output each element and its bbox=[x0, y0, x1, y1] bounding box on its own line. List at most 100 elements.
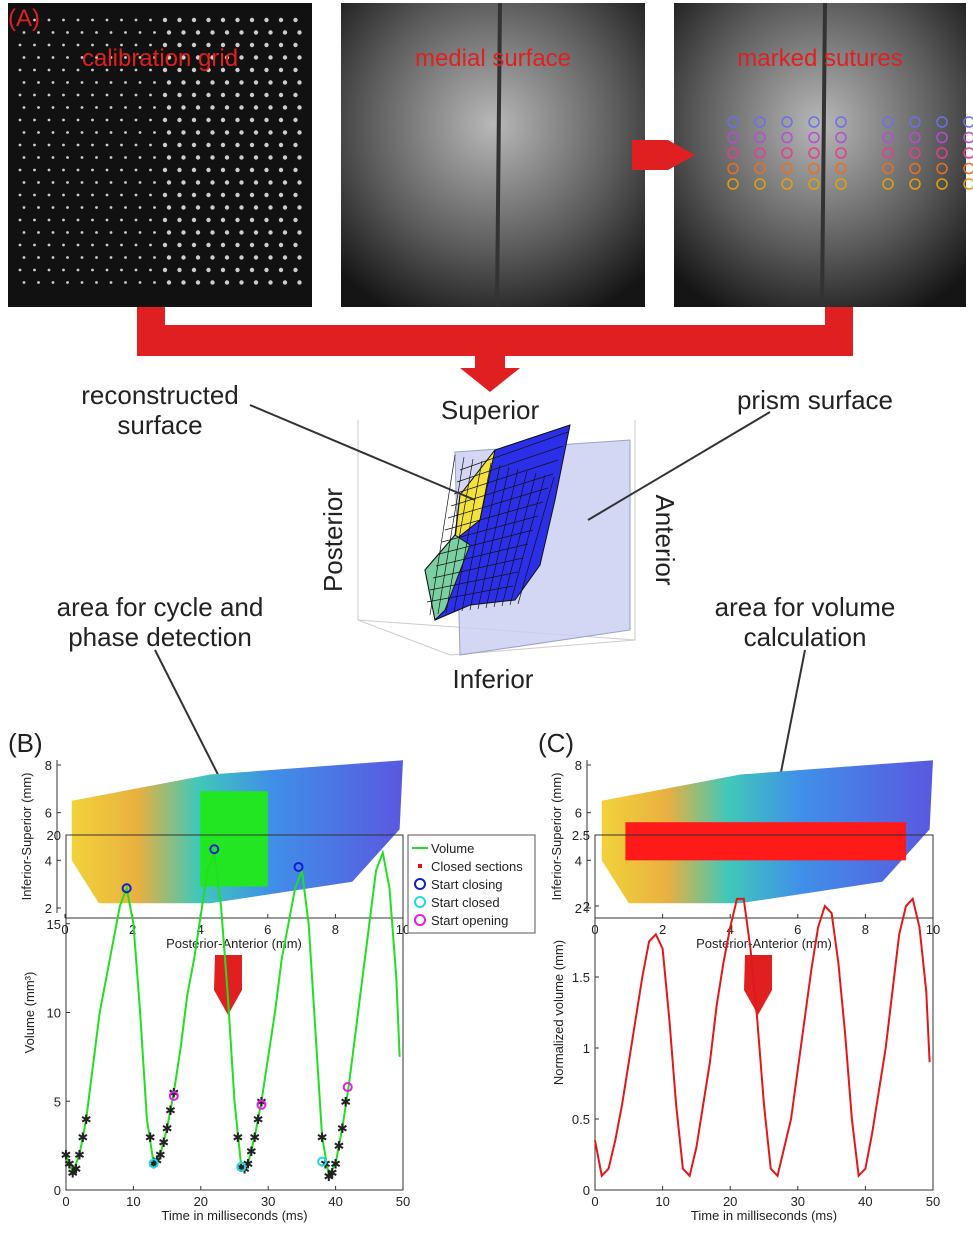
x-tick-label: 20 bbox=[723, 1194, 737, 1209]
dot bbox=[196, 130, 200, 134]
dot bbox=[120, 94, 123, 97]
x-tick-label: 8 bbox=[332, 922, 339, 937]
dot bbox=[235, 268, 239, 272]
dot bbox=[279, 118, 283, 122]
dot bbox=[19, 94, 22, 97]
dot bbox=[91, 19, 94, 22]
annotation: area for volume calculation bbox=[690, 592, 920, 652]
dot bbox=[239, 230, 243, 234]
marker: ✱ bbox=[337, 1121, 348, 1136]
y-tick-label: 4 bbox=[575, 853, 582, 868]
x-tick-label: 30 bbox=[791, 1194, 805, 1209]
dot bbox=[268, 230, 272, 234]
dot bbox=[283, 205, 287, 209]
dot bbox=[81, 206, 84, 209]
dot bbox=[120, 19, 123, 22]
y-axis-label: Volume (mm³) bbox=[22, 972, 37, 1054]
dot bbox=[254, 105, 258, 109]
dot bbox=[95, 281, 98, 284]
image-title: medial surface bbox=[343, 45, 643, 73]
dot bbox=[110, 81, 113, 84]
dot bbox=[139, 181, 142, 184]
dot bbox=[210, 180, 214, 184]
dot bbox=[95, 206, 98, 209]
direction-label: Posterior bbox=[318, 470, 348, 610]
dot bbox=[124, 206, 127, 209]
dot bbox=[297, 80, 301, 84]
dot bbox=[66, 131, 69, 134]
dot bbox=[135, 19, 138, 22]
dot bbox=[192, 243, 196, 247]
legend-swatch bbox=[418, 864, 422, 868]
dot bbox=[33, 169, 36, 172]
x-tick-label: 10 bbox=[655, 1194, 669, 1209]
dot bbox=[181, 80, 185, 84]
dot bbox=[167, 280, 171, 284]
dot bbox=[23, 281, 26, 284]
dot bbox=[33, 219, 36, 222]
dot bbox=[23, 131, 26, 134]
dot bbox=[221, 218, 225, 222]
dot bbox=[293, 218, 297, 222]
y-tick-label: 20 bbox=[47, 828, 61, 843]
dot bbox=[235, 193, 239, 197]
y-tick-label: 6 bbox=[575, 806, 582, 821]
dot bbox=[196, 205, 200, 209]
dot bbox=[264, 243, 268, 247]
marker: ✱ bbox=[253, 1112, 264, 1127]
marker: ✱ bbox=[317, 1130, 328, 1145]
dot bbox=[106, 144, 109, 147]
marker: ✱ bbox=[158, 1135, 169, 1150]
dot bbox=[235, 218, 239, 222]
dot bbox=[110, 31, 113, 34]
dot bbox=[177, 18, 181, 22]
dot bbox=[135, 169, 138, 172]
dot bbox=[110, 181, 113, 184]
dot bbox=[163, 243, 167, 247]
dot bbox=[110, 206, 113, 209]
dot bbox=[177, 243, 181, 247]
dot bbox=[139, 206, 142, 209]
dot bbox=[293, 143, 297, 147]
dot bbox=[139, 256, 142, 259]
x-axis-label: Time in milliseconds (ms) bbox=[691, 1208, 837, 1223]
dot bbox=[91, 269, 94, 272]
dot bbox=[163, 93, 167, 97]
dot bbox=[210, 255, 214, 259]
x-tick-label: 6 bbox=[264, 922, 271, 937]
dot bbox=[250, 243, 254, 247]
dot bbox=[293, 193, 297, 197]
legend-label: Closed sections bbox=[431, 859, 523, 874]
dot bbox=[33, 269, 36, 272]
dot bbox=[239, 130, 243, 134]
dot bbox=[62, 144, 65, 147]
dot bbox=[293, 18, 297, 22]
dot bbox=[77, 194, 80, 197]
x-tick-label: 50 bbox=[926, 1194, 940, 1209]
dot bbox=[225, 30, 229, 34]
dot bbox=[167, 205, 171, 209]
dot bbox=[268, 105, 272, 109]
dot bbox=[254, 30, 258, 34]
dot bbox=[106, 19, 109, 22]
dot bbox=[135, 94, 138, 97]
dot bbox=[37, 281, 40, 284]
dot bbox=[167, 230, 171, 234]
dot bbox=[153, 281, 156, 284]
dot bbox=[163, 193, 167, 197]
dot bbox=[77, 244, 80, 247]
dot bbox=[139, 106, 142, 109]
dot bbox=[279, 268, 283, 272]
dot bbox=[37, 256, 40, 259]
dot bbox=[77, 94, 80, 97]
dot bbox=[225, 155, 229, 159]
dot bbox=[48, 169, 51, 172]
dot bbox=[181, 155, 185, 159]
dot bbox=[66, 181, 69, 184]
dot bbox=[120, 169, 123, 172]
dot bbox=[124, 81, 127, 84]
dot bbox=[106, 94, 109, 97]
dot bbox=[210, 155, 214, 159]
dot bbox=[91, 244, 94, 247]
marker: ✱ bbox=[165, 1103, 176, 1118]
